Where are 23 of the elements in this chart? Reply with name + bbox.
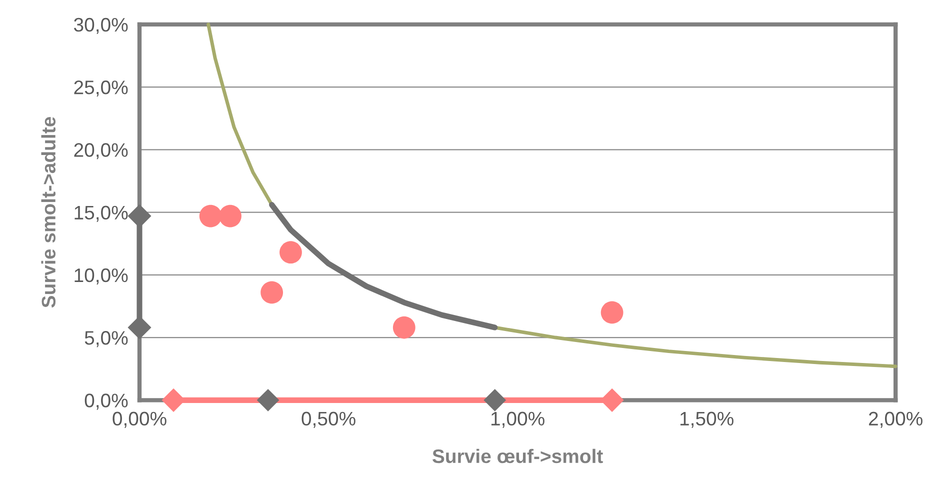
x-tick-label: 0,00%: [112, 412, 166, 428]
x-tick-label: 1,50%: [680, 412, 734, 428]
x-tick-label: 2,00%: [869, 412, 922, 428]
point: [219, 204, 242, 228]
point: [392, 316, 416, 339]
y-tick-label: 20,0%: [74, 143, 128, 160]
point: [199, 204, 222, 228]
y-tick-label: 25,0%: [74, 80, 128, 97]
x-tick-label: 0,50%: [302, 412, 356, 428]
point: [280, 241, 302, 264]
point: [260, 281, 284, 304]
point: [484, 388, 506, 412]
y-tick-label: 15,0%: [74, 206, 128, 222]
y-tick-label: 0,0%: [84, 394, 128, 410]
y-tick-label: 30,0%: [74, 18, 128, 34]
y-tick-label: 5,0%: [84, 331, 128, 348]
point: [256, 388, 280, 412]
y-axis-title: Survie smolt->adulte: [41, 117, 56, 308]
x-tick-label: 1,00%: [491, 412, 544, 428]
point: [600, 301, 624, 324]
point: [128, 316, 151, 340]
x-axis-title: Survie œuf->smolt: [432, 448, 603, 464]
y-tick-label: 10,0%: [74, 268, 128, 284]
